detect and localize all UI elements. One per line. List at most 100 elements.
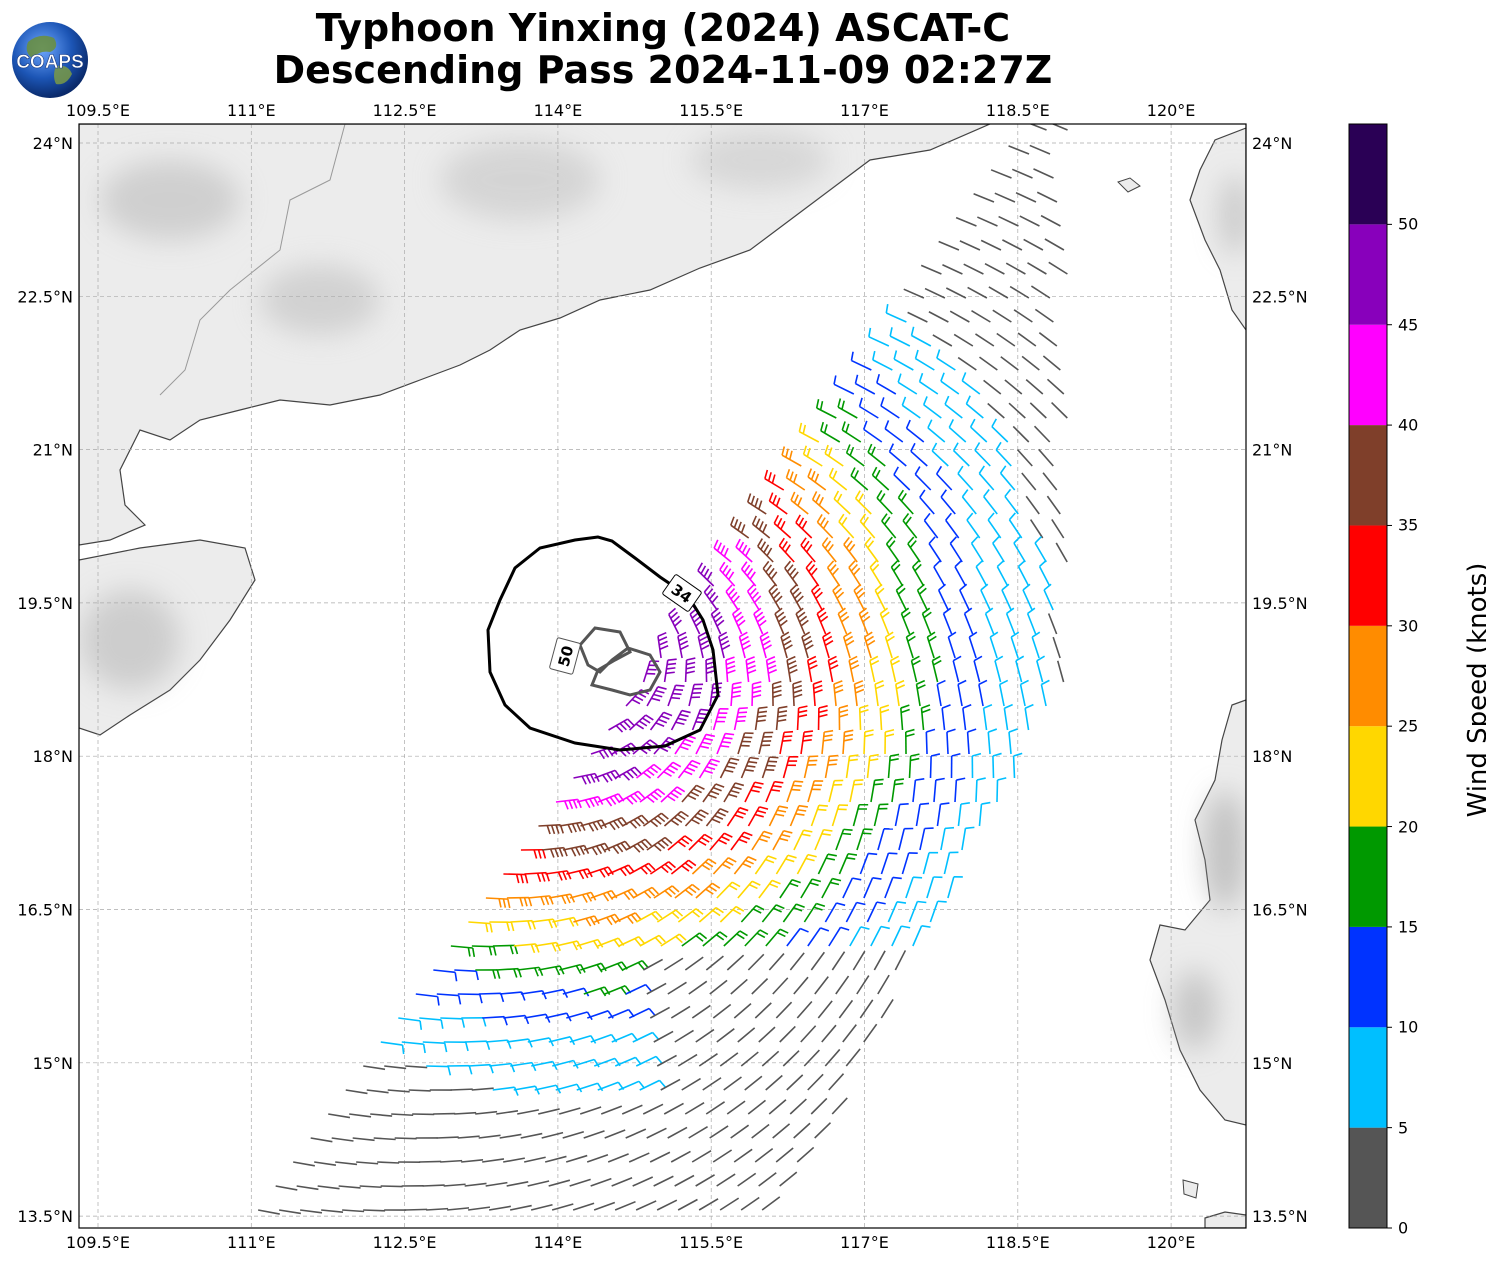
colorbar-bin — [1349, 726, 1387, 827]
wind-barb — [663, 810, 689, 827]
wind-barb — [897, 489, 914, 515]
wind-barb — [737, 1172, 757, 1187]
wind-barb — [789, 1098, 807, 1115]
wind-barb — [973, 192, 995, 203]
wind-barb — [710, 607, 725, 635]
wind-barb — [828, 467, 848, 491]
wind-barb — [740, 1196, 760, 1211]
wind-barb — [601, 816, 628, 831]
wind-barb — [800, 730, 814, 755]
wind-barb — [973, 655, 983, 683]
wind-barb — [786, 655, 798, 683]
wind-barb — [257, 1209, 280, 1215]
wind-barb — [852, 803, 869, 827]
contour-50kt — [578, 626, 662, 697]
wind-barb — [489, 1205, 511, 1211]
wind-barb — [405, 1208, 428, 1211]
wind-barb — [828, 779, 844, 803]
wind-barb — [800, 537, 816, 563]
wind-barb — [858, 397, 879, 419]
wind-barb — [795, 607, 809, 635]
wind-barb — [885, 536, 900, 563]
wind-barb — [994, 655, 1004, 683]
wind-barb — [712, 1003, 732, 1019]
wind-barb — [864, 536, 879, 563]
wind-barb — [426, 1065, 452, 1076]
wind-barb — [468, 1206, 491, 1211]
wind-barb — [765, 780, 784, 803]
wind-barb — [889, 655, 901, 683]
wind-barb — [758, 731, 774, 755]
wind-barb — [604, 840, 632, 855]
wind-barb — [926, 876, 943, 899]
wind-barb — [751, 681, 762, 707]
wind-barb — [349, 1113, 372, 1118]
wind-barb — [398, 1017, 423, 1030]
wind-barb — [790, 491, 809, 515]
wind-barb — [296, 1185, 319, 1191]
wind-barb — [405, 1065, 428, 1069]
lon-tick-label: 117°E — [840, 1233, 889, 1252]
wind-barb — [961, 372, 981, 395]
wind-barb — [933, 559, 946, 587]
wind-barb — [1005, 607, 1016, 635]
wind-barb — [779, 1171, 798, 1187]
wind-barb — [903, 288, 925, 299]
wind-barb — [712, 708, 729, 731]
wind-barb — [758, 1026, 776, 1043]
colorbar-bin — [1349, 324, 1387, 426]
wind-barb — [737, 1027, 756, 1043]
wind-barb — [980, 583, 991, 611]
wind-barb — [947, 876, 963, 899]
wind-barb — [945, 287, 967, 299]
wind-barb — [1008, 402, 1026, 419]
wind-barb — [335, 1161, 358, 1166]
wind-barb — [779, 730, 794, 755]
wind-barb — [821, 877, 842, 899]
wind-barb — [503, 1014, 530, 1025]
wind-barb — [709, 1125, 729, 1139]
wind-barb — [719, 905, 745, 923]
wind-barb — [910, 326, 932, 347]
wind-barb — [656, 1199, 678, 1211]
wind-barb — [994, 192, 1016, 203]
wind-barb — [1011, 168, 1033, 179]
wind-barb — [905, 419, 925, 443]
wind-barb — [653, 885, 680, 899]
land-south-china — [79, 124, 991, 546]
wind-barb — [758, 1172, 777, 1187]
wind-barb — [911, 560, 925, 587]
wind-barb — [702, 931, 728, 947]
wind-barb — [1004, 488, 1019, 515]
wind-barb — [677, 631, 689, 659]
wind-barb — [1016, 449, 1033, 467]
wind-barb — [957, 802, 970, 827]
wind-barb — [733, 1148, 753, 1163]
wind-barb — [709, 832, 733, 851]
wind-barb — [1021, 355, 1040, 371]
wind-barb — [628, 1152, 650, 1163]
wind-barb — [961, 489, 977, 515]
wind-barb — [765, 655, 777, 683]
wind-barb — [440, 1017, 466, 1028]
wind-barb — [894, 802, 909, 827]
wind-barb — [492, 944, 519, 955]
wind-barb — [811, 491, 830, 515]
wind-barb — [856, 828, 873, 851]
wind-barb — [929, 900, 947, 923]
wind-barb — [524, 871, 550, 883]
lon-tick-label: 114°E — [534, 101, 583, 120]
wind-barb — [870, 778, 884, 803]
wind-barb — [838, 513, 855, 539]
wind-barb — [959, 583, 970, 611]
wind-barb — [838, 704, 849, 731]
wind-barb — [971, 752, 982, 779]
wind-barb — [443, 1041, 469, 1052]
lon-tick-label: 117°E — [840, 101, 889, 120]
wind-barb — [747, 493, 767, 515]
wind-barb — [590, 1177, 612, 1187]
colorbar-tick-label: 40 — [1398, 415, 1419, 435]
wind-barb — [1047, 613, 1058, 635]
wind-barb — [1027, 262, 1047, 275]
wind-barb — [1046, 378, 1065, 395]
